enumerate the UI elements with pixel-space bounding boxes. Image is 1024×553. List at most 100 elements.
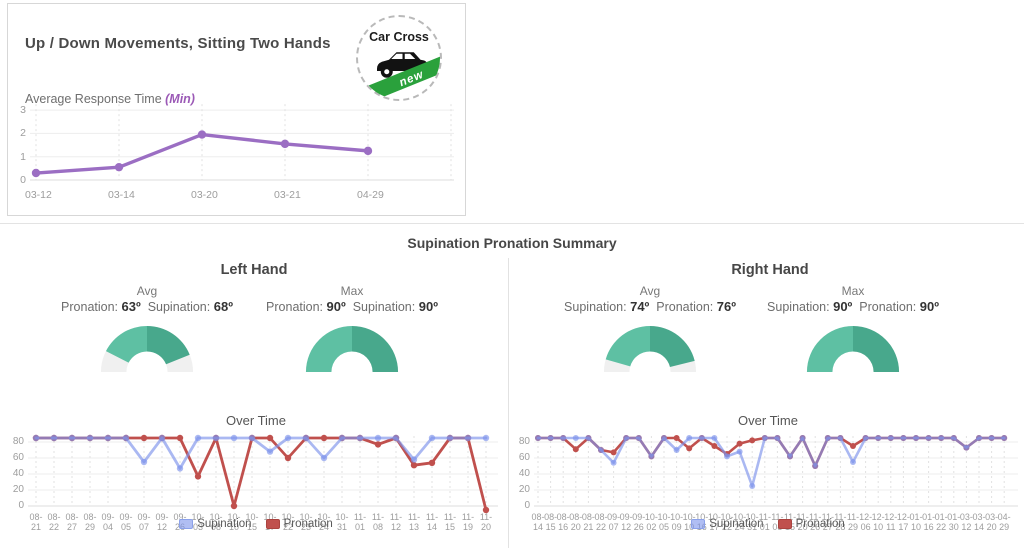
metric-value: 74º	[630, 299, 650, 314]
legend-label: Pronation	[795, 518, 845, 530]
x-tick-label: 11- 28	[834, 512, 847, 532]
metric-value: 90º	[326, 299, 346, 314]
x-tick-label: 10- 31	[335, 512, 349, 532]
x-tick-label: 10- 24	[733, 512, 747, 532]
over-time-title: Over Time	[226, 413, 286, 428]
x-tick-label: 08- 16	[556, 512, 570, 532]
y-tick-label: 40	[12, 468, 24, 479]
x-tick-label: 11- 26	[809, 512, 822, 532]
x-tick-label: 01- 22	[934, 512, 948, 532]
metric-value: 68º	[213, 299, 233, 314]
x-tick-label: 10- 24	[317, 512, 331, 532]
x-tick-label: 12- 11	[884, 512, 898, 532]
x-tick-label: 10- 22	[720, 512, 734, 532]
legend-item-pronation[interactable]: Pronation	[777, 518, 845, 530]
x-tick-label: 12- 06	[859, 512, 873, 532]
x-tick-label: 11- 19	[461, 512, 475, 532]
over-time-title: Over Time	[738, 413, 798, 428]
x-tick-label: 11- 01	[353, 512, 367, 532]
left-hand-avg-gauge-block: Avg Pronation: 63º Supination: 68º	[32, 284, 262, 379]
avg-gauge-chart	[100, 325, 194, 373]
x-tick-label: 08- 21	[581, 512, 595, 532]
max-gauge-chart	[305, 325, 399, 373]
left-hand-panel: Left Hand Avg Pronation: 63º Supination:…	[0, 256, 508, 406]
metric-label: Supination:	[767, 300, 830, 314]
over-time-plot	[534, 435, 1018, 507]
x-tick-label: 03- 12	[959, 512, 973, 532]
x-tick-label: 10- 08	[209, 512, 223, 532]
y-tick-label: 60	[518, 452, 530, 463]
x-tick-label: 10- 10	[682, 512, 696, 532]
metric-label: Supination:	[352, 300, 416, 314]
y-tick-label: 0	[18, 500, 24, 511]
legend-swatch	[265, 519, 280, 529]
legend-item-supination[interactable]: Supination	[691, 518, 764, 530]
x-tick-label: 08- 22	[594, 512, 608, 532]
hands-vertical-divider	[508, 258, 509, 548]
metric-value: 90º	[919, 299, 939, 314]
x-tick-label: 10- 09	[670, 512, 684, 532]
x-tick-label: 11- 27	[821, 512, 834, 532]
x-tick-label: 01- 30	[947, 512, 961, 532]
logo-title: Car Cross	[369, 30, 429, 44]
gauge-label: Max	[841, 284, 865, 298]
x-tick-label: 10- 15	[245, 512, 259, 532]
x-tick-label: 09- 12	[155, 512, 169, 532]
gauge-label: Max	[340, 284, 364, 298]
gauge-values: Supination: 74º Pronation: 76º	[535, 299, 765, 314]
x-tick-label: 11- 15	[443, 512, 457, 532]
x-tick-label: 04- 29	[997, 512, 1011, 532]
right-hand-over-time-chart: Over Time 0 20 40 60 80 08- 14 08- 15 08- 16 08…	[512, 413, 1024, 553]
x-tick-label: 10- 17	[707, 512, 721, 532]
x-tick-label: 10- 05	[657, 512, 671, 532]
legend-item-pronation[interactable]: Pronation	[265, 518, 333, 530]
x-tick-label: 09- 07	[607, 512, 621, 532]
legend-swatch	[179, 519, 194, 529]
gauge-values: Pronation: 90º Supination: 90º	[237, 299, 467, 314]
right-hand-max-gauge-block: Max Supination: 90º Pronation: 90º	[738, 284, 968, 379]
gauge-values: Supination: 90º Pronation: 90º	[738, 299, 968, 314]
x-tick-label: 11- 08	[371, 512, 385, 532]
updown-movements-card: Up / Down Movements, Sitting Two Hands A…	[7, 3, 466, 216]
x-tick-label: 09- 04	[101, 512, 115, 532]
metric-label: Pronation:	[61, 300, 119, 314]
x-tick-label: 09- 05	[119, 512, 133, 532]
metric-value: 76º	[716, 299, 736, 314]
metric-label: Supination:	[564, 300, 627, 314]
right-hand-avg-gauge-block: Avg Supination: 74º Pronation: 76º	[535, 284, 765, 379]
y-tick-label: 80	[12, 436, 24, 447]
x-tick-label: 08- 27	[65, 512, 79, 532]
axis-title-text: Average Response Time	[25, 92, 166, 106]
gauge-label: Avg	[639, 284, 661, 298]
axis-title-unit: (Min)	[165, 92, 195, 106]
chart-legend: Supination Pronation	[512, 518, 1024, 530]
y-tick-label: 80	[518, 436, 530, 447]
x-tick-label: 10- 22	[281, 512, 295, 532]
x-tick-label: 01- 10	[909, 512, 923, 532]
x-tick-label: 11- 20	[479, 512, 493, 532]
left-hand-max-gauge-block: Max Pronation: 90º Supination: 90º	[237, 284, 467, 379]
right-hand-panel: Right Hand Avg Supination: 74º Pronation…	[516, 256, 1024, 406]
left-hand-over-time-chart: Over Time 0 20 40 60 80 08- 21 08- 22 08- 27 08…	[8, 413, 504, 553]
left-hand-title: Left Hand	[220, 262, 288, 278]
x-tick-label: 12- 10	[871, 512, 885, 532]
metric-label: Pronation:	[859, 300, 917, 314]
x-tick-label: 08- 15	[544, 512, 558, 532]
avg-gauge-chart	[603, 325, 697, 373]
y-tick-label: 20	[12, 484, 24, 495]
metric-value: 90º	[418, 299, 438, 314]
x-tick-label: 11- 14	[425, 512, 439, 532]
x-tick-label: 11- 20	[796, 512, 809, 532]
legend-label: Supination	[197, 518, 252, 530]
metric-value: 90º	[833, 299, 853, 314]
summary-title: Supination Pronation Summary	[407, 235, 617, 251]
x-tick-label: 08- 21	[29, 512, 43, 532]
legend-item-supination[interactable]: Supination	[179, 518, 252, 530]
legend-label: Supination	[709, 518, 764, 530]
gauge-label: Avg	[136, 284, 158, 298]
metric-value: 63º	[121, 299, 141, 314]
x-tick-label: 01- 16	[922, 512, 936, 532]
x-tick-label: 08- 14	[531, 512, 545, 532]
x-tick-label: 10- 23	[299, 512, 313, 532]
legend-label: Pronation	[283, 518, 333, 530]
